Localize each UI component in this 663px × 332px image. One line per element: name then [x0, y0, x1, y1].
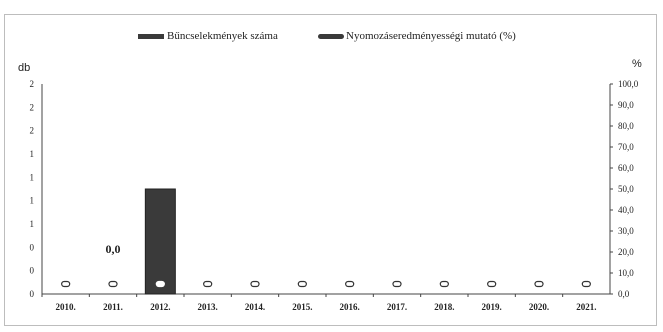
y-tick-label-right: 10,0 [618, 268, 634, 278]
line-marker [108, 280, 118, 288]
line-marker [534, 280, 544, 288]
y-tick-label-right: 30,0 [618, 226, 634, 236]
x-tick-label: 2018. [434, 302, 454, 312]
y-tick-label-left: 0 [30, 289, 35, 299]
x-tick-label: 2017. [387, 302, 407, 312]
y-tick-label-left: 1 [30, 149, 35, 159]
y-tick-label-right: 20,0 [618, 247, 634, 257]
line-marker [392, 280, 402, 288]
y-tick-label-right: 70,0 [618, 142, 634, 152]
x-tick-label: 2013. [198, 302, 218, 312]
line-marker [155, 280, 165, 288]
x-tick-label: 2021. [576, 302, 596, 312]
y-tick-label-right: 90,0 [618, 100, 634, 110]
legend-item-rate: Nyomozáseredményességi mutató (%) [318, 28, 516, 44]
legend-swatch-line [318, 33, 344, 39]
y-tick-label-left: 1 [30, 196, 35, 206]
y-tick-label-right: 60,0 [618, 163, 634, 173]
line-marker [487, 280, 497, 288]
x-tick-label: 2015. [292, 302, 312, 312]
chart-frame [4, 14, 657, 326]
x-tick-label: 2012. [150, 302, 170, 312]
legend-label-crimes: Bűncselekmények száma [167, 30, 278, 42]
y-tick-label-right: 80,0 [618, 121, 634, 131]
bar [144, 188, 176, 295]
y-axis-unit-left: db [18, 62, 31, 74]
x-tick-label: 2010. [56, 302, 76, 312]
y-tick-label-left: 1 [30, 219, 35, 229]
line-marker [297, 280, 307, 288]
y-tick-label-left: 1 [30, 172, 35, 182]
y-tick-label-left: 2 [30, 102, 35, 112]
legend-label-rate: Nyomozáseredményességi mutató (%) [346, 30, 516, 42]
line-marker [203, 280, 213, 288]
x-tick-label: 2014. [245, 302, 265, 312]
legend-swatch-bar [138, 33, 164, 39]
data-label: 0,0 [106, 242, 121, 256]
x-tick-label: 2019. [482, 302, 502, 312]
line-marker [439, 280, 449, 288]
y-tick-label-left: 0 [30, 242, 35, 252]
line-marker [61, 280, 71, 288]
line-marker [250, 280, 260, 288]
x-tick-label: 2011. [103, 302, 123, 312]
y-tick-label-right: 50,0 [618, 184, 634, 194]
y-tick-label-right: 40,0 [618, 205, 634, 215]
legend-item-crimes: Bűncselekmények száma [138, 28, 278, 44]
x-tick-label: 2016. [340, 302, 360, 312]
x-tick-label: 2020. [529, 302, 549, 312]
legend: Bűncselekmények száma Nyomozáseredményes… [0, 28, 663, 48]
line-marker [581, 280, 591, 288]
y-axis-unit-right: % [632, 58, 642, 70]
line-marker [345, 280, 355, 288]
y-tick-label-right: 100,0 [618, 79, 639, 89]
y-tick-label-right: 0,0 [618, 289, 630, 299]
y-tick-label-left: 2 [30, 79, 35, 89]
y-tick-label-left: 0 [30, 266, 35, 276]
y-tick-label-left: 2 [30, 126, 35, 136]
